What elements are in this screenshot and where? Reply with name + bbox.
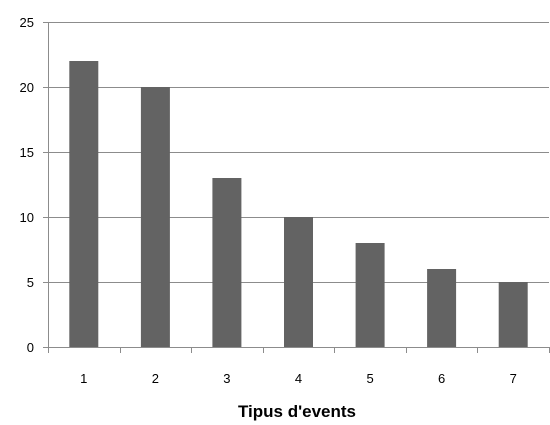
y-tick-label: 25 xyxy=(20,15,34,30)
y-tick-label: 0 xyxy=(27,340,34,355)
bar-7 xyxy=(498,282,528,347)
bar-4 xyxy=(284,217,313,347)
y-tick-label: 15 xyxy=(20,145,34,160)
x-tick-label: 6 xyxy=(438,371,445,386)
x-tick-label: 5 xyxy=(366,371,373,386)
x-tick-label: 7 xyxy=(510,371,517,386)
x-tick-label: 4 xyxy=(295,371,302,386)
bar-5 xyxy=(355,243,385,347)
bar-1 xyxy=(69,61,99,347)
y-tick-labels: 0 5 10 15 20 25 xyxy=(20,15,34,355)
y-tick-label: 10 xyxy=(20,210,34,225)
bar-6 xyxy=(427,269,457,347)
bar-2 xyxy=(140,87,170,347)
x-tick-label: 2 xyxy=(152,371,159,386)
y-tick-label: 20 xyxy=(20,80,34,95)
bars xyxy=(69,61,528,347)
x-axis-title: Tipus d'events xyxy=(238,402,356,421)
x-tick-label: 1 xyxy=(80,371,87,386)
bar-3 xyxy=(212,178,242,347)
y-tick-label: 5 xyxy=(27,275,34,290)
gridlines xyxy=(48,22,549,283)
axes xyxy=(43,22,550,353)
x-tick-labels: 1 2 3 4 5 6 7 xyxy=(80,371,517,386)
x-tick-label: 3 xyxy=(223,371,230,386)
